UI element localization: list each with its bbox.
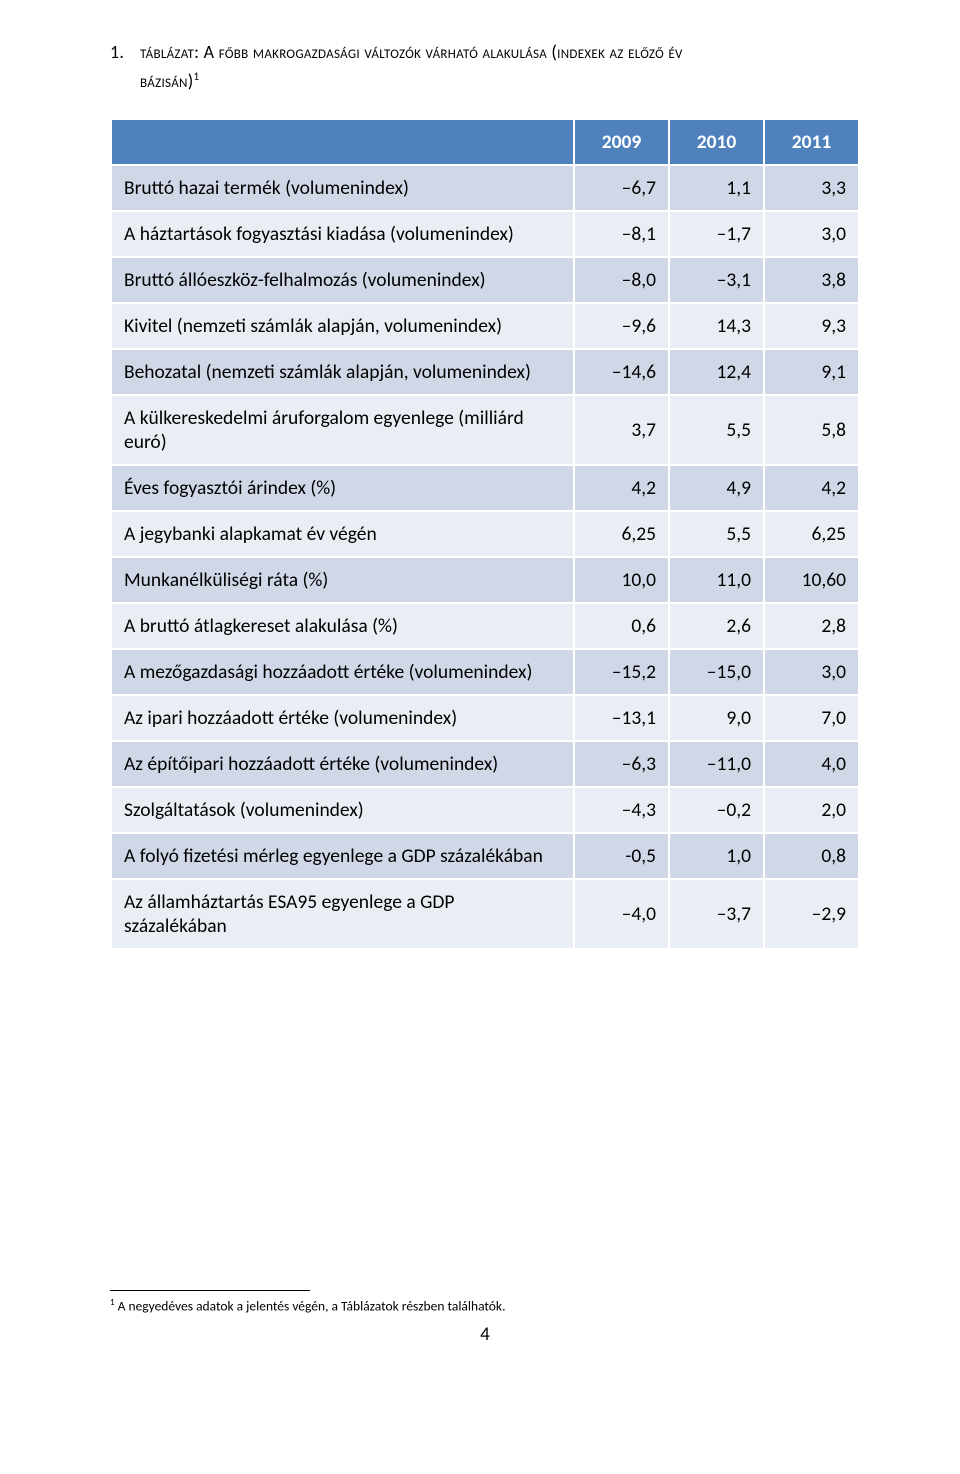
row-label: Bruttó állóeszköz-felhalmozás (volumenin… — [111, 257, 574, 303]
table-row: Szolgáltatások (volumenindex)–4,3–0,22,0 — [111, 787, 859, 833]
cell-value: 5,8 — [764, 395, 859, 465]
table-row: A folyó fizetési mérleg egyenlege a GDP … — [111, 833, 859, 879]
cell-value: –6,7 — [574, 165, 669, 211]
cell-value: 6,25 — [574, 511, 669, 557]
table-row: A mezőgazdasági hozzáadott értéke (volum… — [111, 649, 859, 695]
row-label: A mezőgazdasági hozzáadott értéke (volum… — [111, 649, 574, 695]
table-row: Bruttó állóeszköz-felhalmozás (volumenin… — [111, 257, 859, 303]
cell-value: –2,9 — [764, 879, 859, 949]
table-row: A bruttó átlagkereset alakulása (%)0,62,… — [111, 603, 859, 649]
title-superscript: 1 — [193, 70, 199, 83]
cell-value: 7,0 — [764, 695, 859, 741]
macro-table: 2009 2010 2011 Bruttó hazai termék (volu… — [110, 118, 860, 950]
cell-value: 0,6 — [574, 603, 669, 649]
row-label: Bruttó hazai termék (volumenindex) — [111, 165, 574, 211]
cell-value: –1,7 — [669, 211, 764, 257]
footnote-text: A negyedéves adatok a jelentés végén, a … — [115, 1297, 506, 1314]
row-label: Az ipari hozzáadott értéke (volumenindex… — [111, 695, 574, 741]
cell-value: 4,0 — [764, 741, 859, 787]
page-number: 4 — [110, 1323, 860, 1346]
cell-value: –15,2 — [574, 649, 669, 695]
cell-value: 1,0 — [669, 833, 764, 879]
cell-value: –6,3 — [574, 741, 669, 787]
cell-value: –8,1 — [574, 211, 669, 257]
col-2009: 2009 — [574, 119, 669, 165]
cell-value: 1,1 — [669, 165, 764, 211]
cell-value: 3,8 — [764, 257, 859, 303]
row-label: A háztartások fogyasztási kiadása (volum… — [111, 211, 574, 257]
cell-value: 2,6 — [669, 603, 764, 649]
cell-value: –9,6 — [574, 303, 669, 349]
table-row: Bruttó hazai termék (volumenindex)–6,71,… — [111, 165, 859, 211]
cell-value: –14,6 — [574, 349, 669, 395]
row-label: Éves fogyasztói árindex (%) — [111, 465, 574, 511]
cell-value: 6,25 — [764, 511, 859, 557]
row-label: A bruttó átlagkereset alakulása (%) — [111, 603, 574, 649]
cell-value: 3,0 — [764, 649, 859, 695]
table-row: Munkanélküliségi ráta (%)10,011,010,60 — [111, 557, 859, 603]
cell-value: 0,8 — [764, 833, 859, 879]
cell-value: 11,0 — [669, 557, 764, 603]
table-title: 1. táblázat: A főbb makrogazdasági válto… — [110, 38, 860, 96]
table-header: 2009 2010 2011 — [111, 119, 859, 165]
cell-value: –4,3 — [574, 787, 669, 833]
row-label: A külkereskedelmi áruforgalom egyenlege … — [111, 395, 574, 465]
col-label — [111, 119, 574, 165]
cell-value: –3,1 — [669, 257, 764, 303]
cell-value: –0,2 — [669, 787, 764, 833]
footnote: 1 A negyedéves adatok a jelentés végén, … — [110, 1297, 860, 1315]
table-row: Az államháztartás ESA95 egyenlege a GDP … — [111, 879, 859, 949]
cell-value: 3,3 — [764, 165, 859, 211]
row-label: Behozatal (nemzeti számlák alapján, volu… — [111, 349, 574, 395]
table-body: Bruttó hazai termék (volumenindex)–6,71,… — [111, 165, 859, 949]
table-row: Az ipari hozzáadott értéke (volumenindex… — [111, 695, 859, 741]
cell-value: 4,9 — [669, 465, 764, 511]
table-row: Kivitel (nemzeti számlák alapján, volume… — [111, 303, 859, 349]
cell-value: 9,0 — [669, 695, 764, 741]
table-row: A háztartások fogyasztási kiadása (volum… — [111, 211, 859, 257]
row-label: Kivitel (nemzeti számlák alapján, volume… — [111, 303, 574, 349]
cell-value: 4,2 — [574, 465, 669, 511]
table-row: Az építőipari hozzáadott értéke (volumen… — [111, 741, 859, 787]
cell-value: –3,7 — [669, 879, 764, 949]
table-row: Behozatal (nemzeti számlák alapján, volu… — [111, 349, 859, 395]
title-number: 1. — [110, 38, 140, 67]
cell-value: 2,8 — [764, 603, 859, 649]
cell-value: 9,1 — [764, 349, 859, 395]
cell-value: 14,3 — [669, 303, 764, 349]
row-label: A jegybanki alapkamat év végén — [111, 511, 574, 557]
cell-value: 3,7 — [574, 395, 669, 465]
title-line1: táblázat: A főbb makrogazdasági változók… — [140, 38, 860, 67]
cell-value: –4,0 — [574, 879, 669, 949]
row-label: Az államháztartás ESA95 egyenlege a GDP … — [111, 879, 574, 949]
title-line2: bázisán)1 — [140, 67, 860, 96]
row-label: Munkanélküliségi ráta (%) — [111, 557, 574, 603]
col-2011: 2011 — [764, 119, 859, 165]
cell-value: 10,0 — [574, 557, 669, 603]
cell-value: –11,0 — [669, 741, 764, 787]
cell-value: 9,3 — [764, 303, 859, 349]
cell-value: –15,0 — [669, 649, 764, 695]
footnote-rule — [110, 1290, 310, 1291]
cell-value: 5,5 — [669, 511, 764, 557]
cell-value: 5,5 — [669, 395, 764, 465]
table-row: A külkereskedelmi áruforgalom egyenlege … — [111, 395, 859, 465]
cell-value: -0,5 — [574, 833, 669, 879]
row-label: Szolgáltatások (volumenindex) — [111, 787, 574, 833]
row-label: Az építőipari hozzáadott értéke (volumen… — [111, 741, 574, 787]
cell-value: 12,4 — [669, 349, 764, 395]
cell-value: 4,2 — [764, 465, 859, 511]
cell-value: –13,1 — [574, 695, 669, 741]
document-page: 1. táblázat: A főbb makrogazdasági válto… — [0, 0, 960, 1474]
cell-value: 2,0 — [764, 787, 859, 833]
table-row: Éves fogyasztói árindex (%)4,24,94,2 — [111, 465, 859, 511]
table-row: A jegybanki alapkamat év végén6,255,56,2… — [111, 511, 859, 557]
cell-value: 10,60 — [764, 557, 859, 603]
cell-value: –8,0 — [574, 257, 669, 303]
row-label: A folyó fizetési mérleg egyenlege a GDP … — [111, 833, 574, 879]
col-2010: 2010 — [669, 119, 764, 165]
cell-value: 3,0 — [764, 211, 859, 257]
